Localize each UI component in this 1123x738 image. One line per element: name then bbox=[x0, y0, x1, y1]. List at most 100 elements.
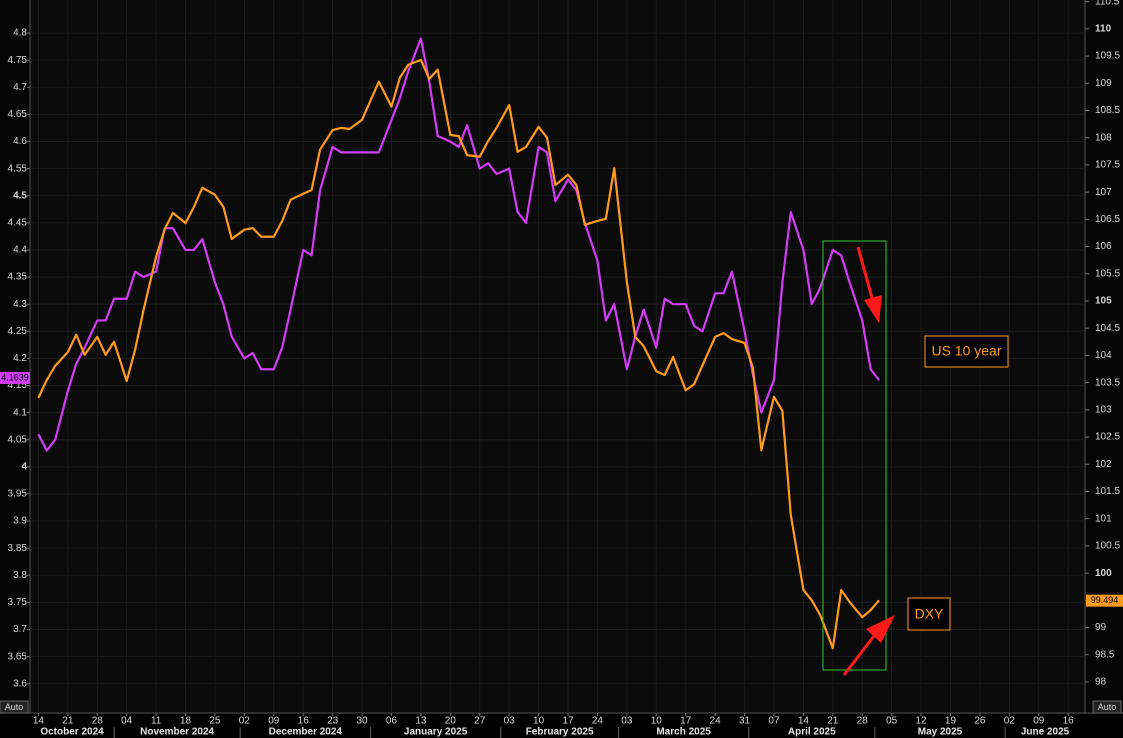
annotation: US 10 year bbox=[931, 343, 1001, 359]
x-tick-label: 07 bbox=[768, 716, 780, 727]
month-label: December 2024 bbox=[269, 727, 343, 738]
month-label: April 2025 bbox=[788, 727, 836, 738]
y2-tick-label: 99 bbox=[1095, 622, 1107, 633]
y-tick-label: 4.1 bbox=[13, 407, 27, 418]
x-tick-label: 11 bbox=[151, 716, 162, 727]
y-tick-label: 4.65 bbox=[8, 109, 28, 120]
x-tick-label: 02 bbox=[1004, 716, 1016, 727]
y2-tick-label: 100.5 bbox=[1095, 541, 1120, 552]
y2-tick-label: 105 bbox=[1095, 296, 1112, 307]
y2-tick-label: 110.5 bbox=[1095, 0, 1120, 7]
x-tick-label: 04 bbox=[121, 716, 133, 727]
month-label: January 2025 bbox=[404, 727, 468, 738]
arrow-down bbox=[856, 246, 882, 323]
y2-tick-label: 101 bbox=[1095, 513, 1112, 524]
x-tick-label: 14 bbox=[798, 716, 810, 727]
y-tick-label: 3.8 bbox=[13, 570, 27, 581]
y-tick-label: 3.85 bbox=[8, 543, 28, 554]
x-tick-label: 24 bbox=[592, 716, 604, 727]
y2-tick-label: 107.5 bbox=[1095, 160, 1120, 171]
x-tick-label: 10 bbox=[651, 716, 663, 727]
arrow-shaft bbox=[842, 635, 876, 676]
y-tick-label: 4.7 bbox=[13, 82, 27, 93]
x-tick-label: 09 bbox=[1033, 716, 1045, 727]
last-value-label: 99.494 bbox=[1091, 595, 1119, 605]
x-tick-label: 31 bbox=[739, 716, 751, 727]
x-tick-label: 25 bbox=[209, 716, 221, 727]
y2-tick-label: 104.5 bbox=[1095, 323, 1120, 334]
x-tick-label: 10 bbox=[533, 716, 545, 727]
y-tick-label: 3.7 bbox=[13, 624, 27, 635]
y-tick-label: 4 bbox=[21, 461, 27, 472]
month-label: November 2024 bbox=[140, 727, 214, 738]
arrow-shaft bbox=[856, 246, 874, 299]
y-tick-label: 4.8 bbox=[13, 28, 27, 39]
y-tick-label: 4.25 bbox=[8, 326, 28, 337]
left-axis-panel bbox=[0, 0, 30, 713]
y-tick-label: 4.5 bbox=[13, 190, 27, 201]
x-tick-label: 28 bbox=[857, 716, 869, 727]
month-label: May 2025 bbox=[918, 727, 963, 738]
x-tick-label: 30 bbox=[356, 716, 368, 727]
y2-tick-label: 98.5 bbox=[1095, 649, 1115, 660]
y2-tick-label: 110 bbox=[1095, 23, 1112, 34]
y-tick-label: 3.9 bbox=[13, 516, 27, 527]
y2-tick-label: 103 bbox=[1095, 404, 1112, 415]
y-tick-label: 4.15 bbox=[8, 380, 28, 391]
arrow-up bbox=[842, 615, 895, 676]
axis-button[interactable] bbox=[1092, 700, 1122, 714]
month-label: October 2024 bbox=[40, 727, 104, 738]
x-tick-label: 26 bbox=[974, 716, 986, 727]
axis-button-label[interactable]: Auto bbox=[5, 702, 24, 712]
y-tick-label: 4.45 bbox=[8, 217, 28, 228]
y-tick-label: 4.55 bbox=[8, 163, 28, 174]
month-label: February 2025 bbox=[526, 727, 594, 738]
x-tick-label: 09 bbox=[268, 716, 280, 727]
x-tick-label: 16 bbox=[1063, 716, 1075, 727]
plot-area bbox=[30, 0, 1085, 713]
month-label: June 2025 bbox=[1021, 727, 1070, 738]
x-tick-label: 18 bbox=[180, 716, 192, 727]
y-tick-label: 4.6 bbox=[13, 136, 27, 147]
y2-tick-label: 98 bbox=[1095, 677, 1107, 688]
line-series bbox=[37, 37, 880, 452]
y2-tick-label: 100 bbox=[1095, 568, 1112, 579]
arrow-head bbox=[864, 295, 882, 323]
x-tick-label: 05 bbox=[886, 716, 898, 727]
y-tick-label: 3.6 bbox=[13, 678, 27, 689]
x-tick-label: 19 bbox=[945, 716, 957, 727]
y2-tick-label: 109.5 bbox=[1095, 51, 1120, 62]
y2-tick-label: 103.5 bbox=[1095, 377, 1120, 388]
x-tick-label: 28 bbox=[92, 716, 104, 727]
annotation-box bbox=[924, 335, 1009, 368]
y2-tick-label: 102 bbox=[1095, 459, 1112, 470]
y-tick-label: 4.2 bbox=[13, 353, 27, 364]
y2-tick-label: 107 bbox=[1095, 187, 1112, 198]
x-tick-label: 27 bbox=[474, 716, 486, 727]
x-tick-label: 06 bbox=[386, 716, 398, 727]
x-tick-label: 24 bbox=[710, 716, 722, 727]
y-tick-label: 3.65 bbox=[8, 651, 28, 662]
y2-tick-label: 101.5 bbox=[1095, 486, 1120, 497]
y-tick-label: 3.95 bbox=[8, 489, 28, 500]
x-tick-label: 17 bbox=[562, 716, 574, 727]
y-tick-label: 3.75 bbox=[8, 597, 28, 608]
x-tick-label: 02 bbox=[239, 716, 251, 727]
x-tick-label: 13 bbox=[415, 716, 427, 727]
x-tick-label: 03 bbox=[621, 716, 633, 727]
arrow-head bbox=[866, 615, 895, 643]
axis-button[interactable] bbox=[0, 700, 29, 714]
last-value-box bbox=[0, 371, 30, 384]
axis-button-label[interactable]: Auto bbox=[1098, 702, 1117, 712]
x-tick-label: 21 bbox=[827, 716, 839, 727]
x-tick-label: 12 bbox=[916, 716, 928, 727]
x-tick-label: 14 bbox=[33, 716, 45, 727]
highlight-box bbox=[822, 240, 887, 671]
annotation: DXY bbox=[915, 606, 944, 622]
x-tick-label: 20 bbox=[445, 716, 457, 727]
y2-tick-label: 102.5 bbox=[1095, 432, 1120, 443]
y-tick-label: 4.3 bbox=[13, 299, 27, 310]
x-tick-label: 21 bbox=[62, 716, 74, 727]
